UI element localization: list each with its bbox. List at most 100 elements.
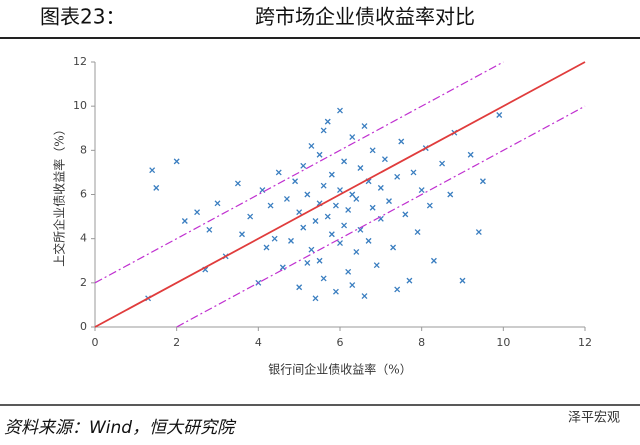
point bbox=[271, 235, 278, 242]
x-tick-label: 12 bbox=[578, 336, 592, 349]
point bbox=[194, 209, 201, 216]
point bbox=[296, 209, 303, 216]
point bbox=[496, 112, 503, 118]
point bbox=[390, 244, 397, 251]
reference-line bbox=[94, 61, 504, 284]
point bbox=[320, 127, 327, 134]
point bbox=[418, 187, 425, 194]
point bbox=[369, 147, 376, 154]
point bbox=[345, 206, 352, 213]
point bbox=[479, 178, 486, 185]
point bbox=[324, 213, 331, 220]
point bbox=[300, 224, 307, 231]
point bbox=[206, 226, 213, 233]
point bbox=[361, 123, 368, 130]
point bbox=[337, 187, 343, 194]
point bbox=[312, 218, 319, 224]
x-tick-label: 4 bbox=[255, 336, 262, 349]
point bbox=[377, 184, 384, 191]
point bbox=[353, 195, 360, 202]
point bbox=[328, 231, 335, 238]
reference-line bbox=[176, 105, 586, 328]
point bbox=[332, 202, 339, 209]
point bbox=[234, 180, 241, 187]
point bbox=[394, 173, 401, 180]
point bbox=[332, 288, 339, 295]
point bbox=[288, 237, 294, 244]
point bbox=[402, 211, 409, 218]
watermark: 泽平宏观 bbox=[568, 411, 620, 426]
point bbox=[398, 138, 405, 145]
point bbox=[263, 244, 270, 251]
point bbox=[459, 277, 466, 284]
point bbox=[381, 156, 388, 163]
point bbox=[320, 275, 327, 282]
point bbox=[349, 134, 356, 141]
point bbox=[304, 191, 311, 198]
point bbox=[349, 191, 356, 198]
point bbox=[414, 229, 421, 236]
point bbox=[475, 229, 482, 236]
point bbox=[173, 158, 180, 165]
point bbox=[267, 202, 274, 209]
y-tick-label: 8 bbox=[80, 143, 87, 156]
y-axis-label: 上交所企业债收益率（%） bbox=[52, 123, 67, 266]
point bbox=[320, 182, 327, 189]
point bbox=[275, 169, 282, 176]
point bbox=[345, 268, 352, 275]
point bbox=[426, 202, 433, 209]
point bbox=[296, 284, 303, 291]
point bbox=[247, 213, 254, 220]
x-tick-label: 6 bbox=[337, 336, 344, 349]
point bbox=[153, 184, 160, 191]
x-tick-label: 2 bbox=[173, 336, 180, 349]
point bbox=[353, 248, 360, 255]
point bbox=[149, 167, 156, 174]
point bbox=[239, 231, 245, 238]
point bbox=[337, 107, 343, 114]
point bbox=[365, 237, 372, 244]
y-tick-label: 4 bbox=[80, 232, 87, 245]
point bbox=[357, 165, 364, 171]
point bbox=[394, 286, 401, 293]
point bbox=[300, 162, 307, 169]
point bbox=[181, 218, 188, 224]
point bbox=[279, 264, 286, 271]
point bbox=[439, 160, 446, 167]
point bbox=[341, 158, 348, 165]
point bbox=[406, 277, 413, 284]
point bbox=[292, 178, 299, 185]
point bbox=[316, 151, 323, 158]
x-axis-label: 银行间企业债收益率（%） bbox=[268, 362, 411, 377]
point bbox=[410, 169, 417, 176]
x-tick-label: 10 bbox=[496, 336, 510, 349]
chart-subtitle: 跨市场企业债收益率对比 bbox=[255, 5, 475, 29]
point bbox=[328, 171, 335, 178]
chart-title: 图表23： bbox=[40, 5, 125, 29]
point bbox=[316, 257, 323, 264]
point bbox=[341, 222, 348, 229]
point bbox=[308, 246, 315, 253]
point bbox=[349, 282, 356, 289]
y-tick-label: 10 bbox=[73, 99, 87, 112]
point bbox=[308, 142, 315, 149]
point bbox=[373, 262, 380, 269]
x-tick-label: 0 bbox=[92, 336, 99, 349]
y-tick-label: 2 bbox=[80, 276, 87, 289]
source: 资料来源：Wind，恒大研究院 bbox=[4, 418, 237, 438]
point bbox=[312, 295, 319, 302]
point bbox=[283, 195, 290, 202]
reference-line bbox=[94, 61, 586, 328]
point bbox=[214, 200, 221, 207]
point bbox=[304, 259, 311, 266]
point bbox=[430, 257, 437, 264]
x-tick-label: 8 bbox=[418, 336, 425, 349]
point bbox=[467, 151, 474, 158]
y-tick-label: 6 bbox=[80, 188, 87, 201]
y-tick-label: 12 bbox=[73, 55, 87, 68]
y-tick-label: 0 bbox=[80, 320, 87, 333]
point bbox=[386, 198, 392, 205]
point bbox=[357, 226, 364, 233]
point bbox=[369, 204, 376, 211]
